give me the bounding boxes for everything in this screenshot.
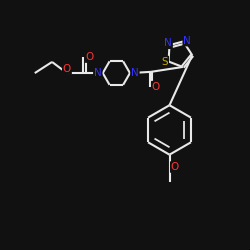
Text: N: N — [131, 68, 139, 78]
Text: O: O — [63, 64, 71, 74]
Text: S: S — [162, 56, 168, 66]
Text: N: N — [164, 38, 172, 48]
Text: O: O — [171, 162, 179, 172]
Text: N: N — [183, 36, 191, 46]
Text: O: O — [85, 52, 93, 62]
Text: N: N — [94, 68, 102, 78]
Text: O: O — [152, 82, 160, 92]
